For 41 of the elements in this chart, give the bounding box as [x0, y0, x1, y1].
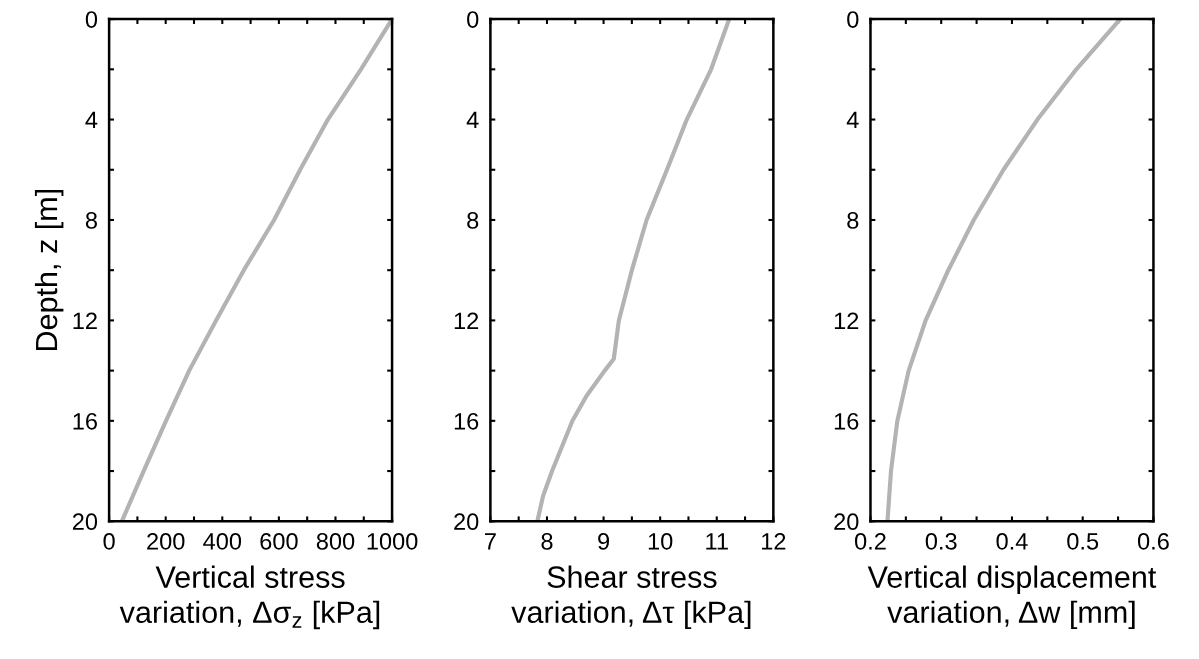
y-tick-label: 0 [847, 11, 859, 28]
y-tick-label: 12 [73, 312, 97, 329]
x-tick-label: 0.5 [1067, 533, 1099, 550]
x-tick-label: 400 [203, 533, 242, 550]
y-tick-label: 4 [846, 111, 859, 129]
x-tick-label: 0.2 [854, 533, 886, 550]
y-tick-label: 8 [847, 212, 859, 229]
x-tick-label: 11 [706, 533, 728, 550]
y-tick-label: 16 [73, 412, 97, 430]
y-tick-label: 8 [85, 212, 97, 229]
x-tick-label: 8 [541, 533, 553, 550]
x-axis-title: Vertical displacement variation, Δw [mm] [867, 565, 1157, 630]
y-tick-label: 20 [454, 513, 479, 531]
y-tick-label: 16 [834, 412, 859, 430]
x-tick-label: 9 [598, 533, 610, 550]
y-axis-title: Depth, z [m] [34, 190, 64, 351]
x-axis-title: Vertical stress variation, Δσ$_{z}$ [kPa] [119, 565, 380, 630]
y-tick-label: 4 [85, 111, 98, 129]
x-tick-label: 1000 [367, 533, 418, 550]
x-tick-label: 0 [103, 533, 115, 550]
x-tick-label: 0.3 [925, 533, 957, 550]
y-tick-label: 20 [72, 513, 98, 531]
y-tick-label: 16 [454, 412, 479, 430]
line-series [535, 19, 732, 522]
x-tick-label: 800 [316, 533, 355, 550]
line-series [885, 19, 1123, 522]
y-tick-label: 12 [834, 312, 859, 329]
y-tick-label: 12 [454, 312, 479, 329]
x-tick-label: 7 [485, 533, 496, 550]
y-tick-label: 20 [834, 513, 859, 531]
y-tick-label: 0 [85, 11, 98, 28]
y-tick-label: 4 [466, 111, 479, 129]
x-axis-title: Shear stress variation, Δτ [kPa] [511, 565, 751, 630]
y-tick-label: 0 [467, 11, 479, 28]
x-tick-label: 0.4 [996, 533, 1028, 550]
x-tick-label: 200 [147, 533, 185, 550]
x-tick-label: 10 [648, 533, 673, 550]
y-tick-label: 8 [467, 212, 479, 229]
x-tick-label: 0.6 [1137, 533, 1169, 550]
x-tick-label: 600 [260, 533, 298, 550]
x-tick-label: 12 [762, 533, 786, 550]
